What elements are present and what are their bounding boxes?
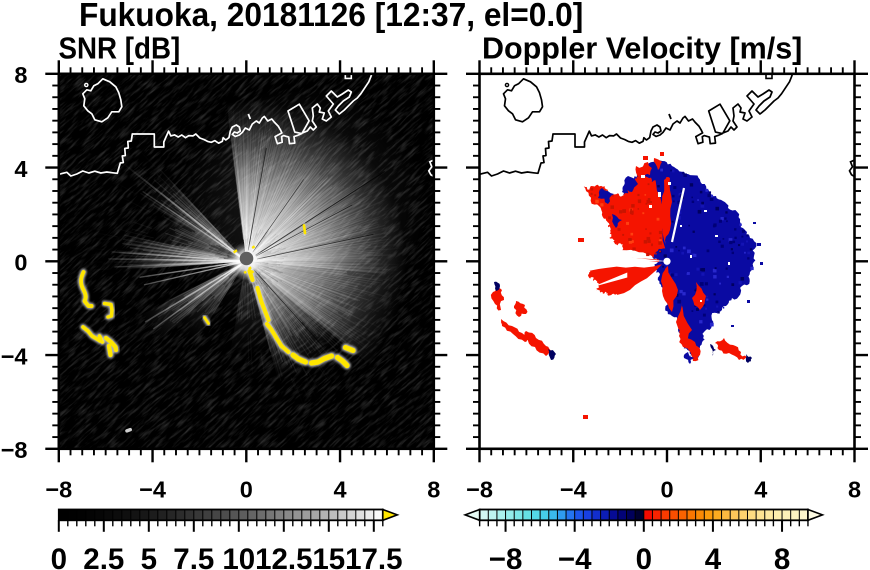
svg-text:5: 5 [141,543,157,570]
svg-text:4: 4 [754,477,767,503]
svg-text:7.5: 7.5 [173,543,214,570]
svg-text:12.5: 12.5 [255,543,312,570]
svg-text:SNR [dB]: SNR [dB] [59,32,181,65]
svg-text:0: 0 [14,250,27,276]
svg-text:−4: −4 [1,343,28,369]
svg-text:8: 8 [848,477,861,503]
svg-text:−8: −8 [45,477,72,503]
svg-text:−8: −8 [489,543,523,570]
svg-text:−4: −4 [139,477,166,503]
svg-text:0: 0 [660,477,673,503]
svg-text:−4: −4 [558,543,592,570]
svg-text:8: 8 [774,543,790,570]
svg-text:Fukuoka, 20181126 [12:37, el=0: Fukuoka, 20181126 [12:37, el=0.0] [79,0,583,33]
svg-text:2.5: 2.5 [83,543,124,570]
svg-text:−4: −4 [560,477,587,503]
svg-text:0: 0 [636,543,652,570]
svg-text:0: 0 [240,477,253,503]
svg-text:17.5: 17.5 [345,543,402,570]
svg-text:−8: −8 [466,477,493,503]
svg-text:4: 4 [14,156,27,182]
svg-text:0: 0 [51,543,67,570]
svg-text:8: 8 [427,477,440,503]
svg-text:10: 10 [222,543,255,570]
svg-text:8: 8 [14,62,27,88]
svg-text:Doppler Velocity [m/s]: Doppler Velocity [m/s] [482,32,802,66]
svg-text:15: 15 [312,543,345,570]
svg-text:4: 4 [334,477,347,503]
svg-text:4: 4 [705,543,722,570]
svg-text:−8: −8 [1,437,28,463]
